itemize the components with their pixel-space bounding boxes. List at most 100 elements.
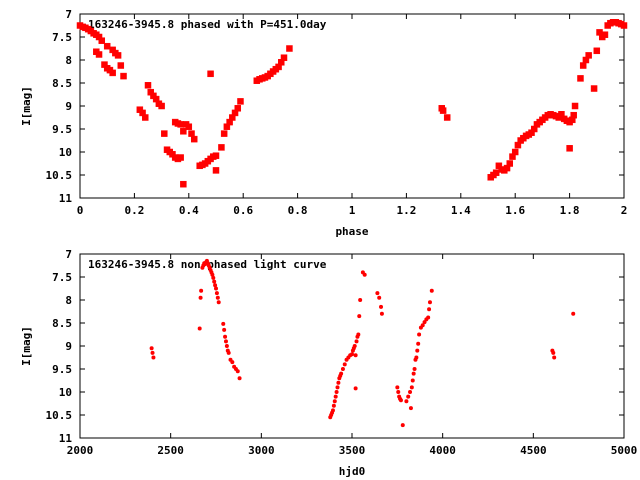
data-point <box>332 399 337 404</box>
data-point <box>571 311 576 316</box>
data-point <box>379 311 384 316</box>
data-point <box>188 130 195 137</box>
x-tick-label: 1.6 <box>505 204 525 217</box>
data-point <box>230 360 235 365</box>
data-point <box>357 314 362 319</box>
data-point <box>218 144 225 151</box>
data-point <box>197 326 202 331</box>
data-point <box>426 315 431 320</box>
y-tick-label: 10.5 <box>46 409 73 422</box>
data-point <box>590 85 598 92</box>
data-point <box>506 160 514 167</box>
data-point <box>414 355 419 360</box>
data-point <box>400 423 405 428</box>
data-point <box>411 371 416 376</box>
data-point <box>216 300 221 305</box>
y-tick-label: 7 <box>65 248 72 261</box>
x-tick-label: 3000 <box>248 444 275 457</box>
x-tick-label: 3500 <box>339 444 366 457</box>
data-point <box>350 352 354 357</box>
x-tick-label: 4500 <box>520 444 547 457</box>
data-point <box>335 385 340 390</box>
data-point <box>98 37 106 44</box>
y-tick-label: 8 <box>65 294 72 307</box>
data-point <box>406 394 411 399</box>
data-point <box>356 332 361 337</box>
data-point <box>221 321 226 326</box>
data-point <box>336 380 341 385</box>
data-point <box>158 102 165 110</box>
data-point <box>215 295 220 300</box>
data-point <box>223 334 228 339</box>
plot-frame <box>79 253 625 439</box>
data-point <box>150 350 155 355</box>
data-point <box>185 123 193 130</box>
data-point <box>579 62 587 69</box>
data-point <box>103 42 111 50</box>
data-point <box>161 130 168 137</box>
data-point <box>342 362 347 367</box>
data-point <box>180 128 187 135</box>
data-point <box>566 145 573 152</box>
data-point <box>404 399 409 404</box>
data-point <box>339 371 344 376</box>
data-point <box>333 394 338 399</box>
data-point <box>237 98 244 105</box>
data-point <box>95 51 103 58</box>
data-point <box>334 390 339 394</box>
data-point <box>212 167 220 174</box>
data-point <box>237 376 242 381</box>
data-point <box>415 348 420 353</box>
data-point <box>398 398 403 403</box>
y-tick-label: 7.5 <box>52 31 72 44</box>
data-point <box>492 169 500 176</box>
y-axis-label: I[mag] <box>20 86 33 126</box>
x-tick-label: 2 <box>621 204 628 217</box>
data-point <box>375 291 380 296</box>
y-tick-label: 9 <box>65 100 72 113</box>
x-tick-label: 4000 <box>429 444 456 457</box>
data-point <box>223 339 228 344</box>
data-point <box>379 304 384 309</box>
data-point <box>377 295 382 300</box>
y-tick-label: 9.5 <box>52 363 72 376</box>
data-point <box>571 102 579 110</box>
x-tick-label: 0.4 <box>179 204 199 217</box>
y-tick-label: 8.5 <box>52 317 72 330</box>
x-tick-label: 5000 <box>611 444 638 457</box>
data-point <box>552 355 557 360</box>
y-tick-label: 7.5 <box>52 271 72 284</box>
x-axis-label: hjd0 <box>339 465 366 478</box>
y-tick-label: 7 <box>65 8 72 21</box>
data-point <box>213 283 218 288</box>
data-point <box>409 385 414 390</box>
data-point <box>235 369 240 374</box>
data-point <box>177 121 184 128</box>
data-point <box>362 272 367 277</box>
data-point <box>210 272 215 277</box>
data-point <box>190 135 198 143</box>
data-point <box>416 341 421 346</box>
x-tick-label: 0 <box>77 204 84 217</box>
x-tick-label: 2000 <box>67 444 94 457</box>
y-axis-label: I[mag] <box>20 326 33 366</box>
data-point <box>352 344 357 348</box>
x-tick-label: 2500 <box>157 444 184 457</box>
x-tick-label: 0.8 <box>288 204 308 217</box>
data-point <box>220 130 228 137</box>
phased-light-curve-panel: 0 0.2 0.4 0.6 0.8 1 1.2 1.4 1.6 1.8 2 7 7.5 8 8.5 9 9.5 1… <box>20 8 627 238</box>
data-point <box>144 82 152 89</box>
data-point <box>120 72 127 80</box>
data-point <box>408 390 413 394</box>
data-point <box>408 406 413 411</box>
data-point <box>429 288 434 293</box>
data-point <box>226 350 231 355</box>
x-tick-label: 1.2 <box>396 204 416 217</box>
data-point <box>601 31 609 38</box>
data-point <box>427 300 432 305</box>
y-tick-label: 9.5 <box>52 123 72 136</box>
data-point <box>358 298 363 302</box>
data-point <box>198 295 203 300</box>
x-tick-label: 1.8 <box>560 204 580 217</box>
